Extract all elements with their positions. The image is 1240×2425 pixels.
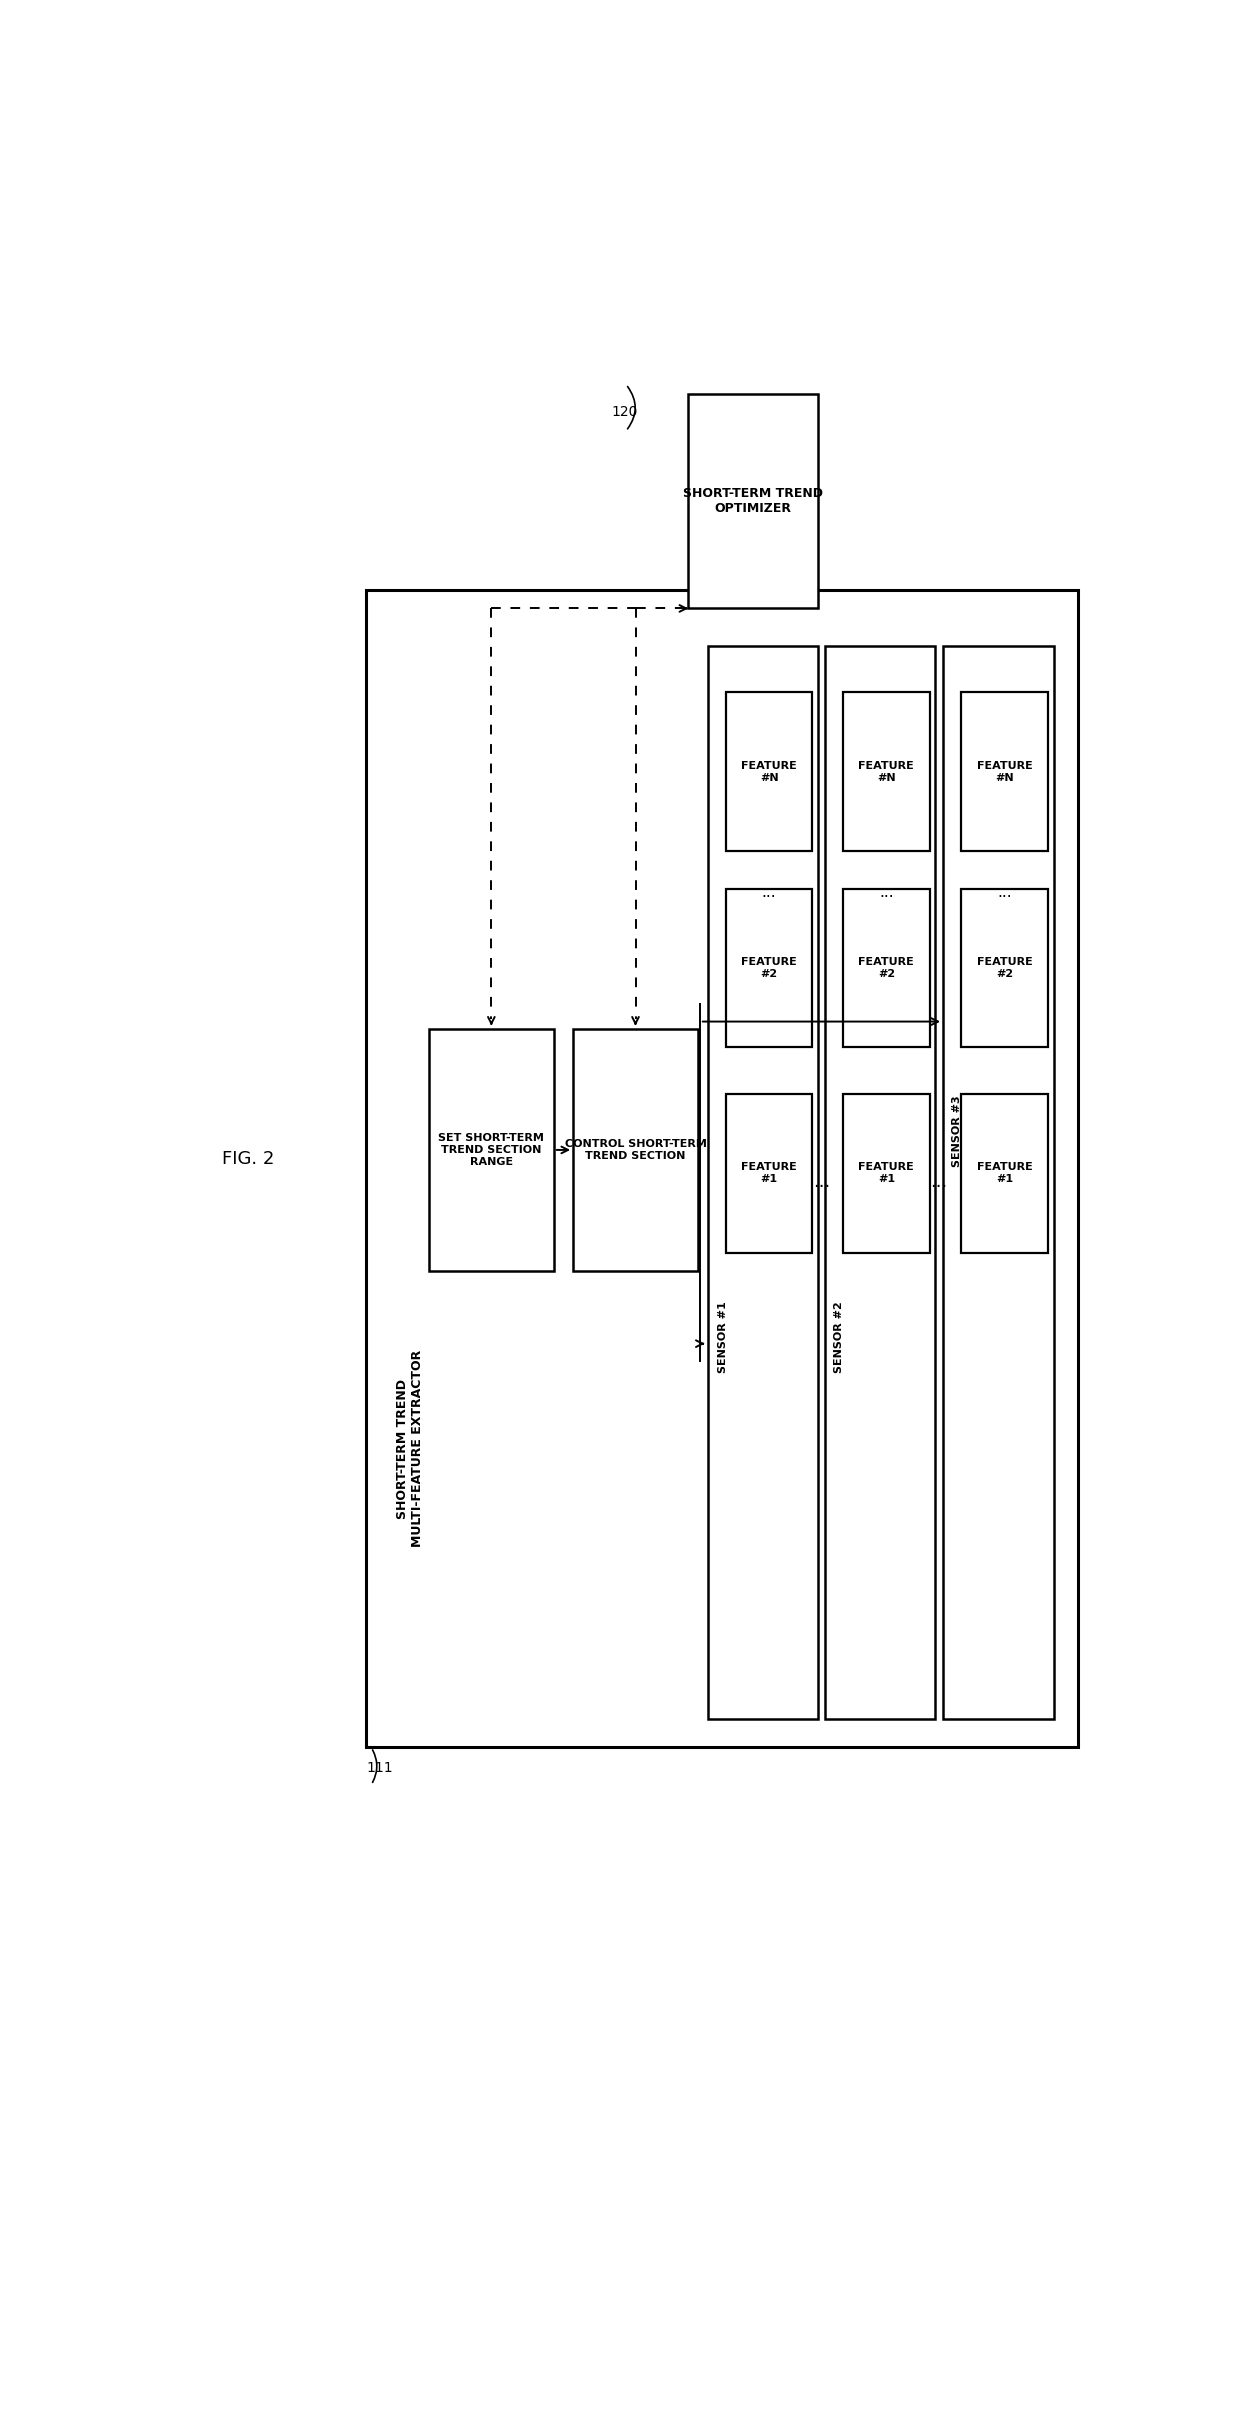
Bar — [688, 393, 818, 609]
Text: ···: ··· — [813, 1179, 831, 1196]
Text: ···: ··· — [930, 1179, 947, 1196]
Text: ···: ··· — [761, 890, 776, 905]
Text: FEATURE
#2: FEATURE #2 — [858, 958, 914, 980]
Bar — [573, 1028, 698, 1271]
Bar — [843, 694, 930, 851]
Bar — [825, 645, 935, 1719]
Text: 120: 120 — [611, 405, 637, 420]
Text: SENSOR #1: SENSOR #1 — [718, 1300, 728, 1373]
Text: FEATURE
#N: FEATURE #N — [742, 761, 797, 783]
Text: SHORT-TERM TREND
OPTIMIZER: SHORT-TERM TREND OPTIMIZER — [683, 487, 823, 514]
Text: FEATURE
#1: FEATURE #1 — [858, 1162, 914, 1183]
Bar — [961, 1094, 1048, 1254]
Bar — [843, 888, 930, 1048]
Bar — [367, 589, 1078, 1748]
Bar — [961, 694, 1048, 851]
Text: FEATURE
#2: FEATURE #2 — [742, 958, 797, 980]
Text: SHORT-TERM TREND
MULTI-FEATURE EXTRACTOR: SHORT-TERM TREND MULTI-FEATURE EXTRACTOR — [396, 1351, 424, 1547]
Text: ···: ··· — [997, 890, 1012, 905]
Bar — [725, 694, 812, 851]
Bar — [725, 1094, 812, 1254]
Bar — [429, 1028, 554, 1271]
Text: ···: ··· — [879, 890, 894, 905]
Text: FEATURE
#2: FEATURE #2 — [977, 958, 1033, 980]
Bar — [942, 645, 1054, 1719]
Text: CONTROL SHORT-TERM
TREND SECTION: CONTROL SHORT-TERM TREND SECTION — [564, 1140, 707, 1162]
Text: 111: 111 — [367, 1761, 393, 1775]
Bar — [725, 888, 812, 1048]
Bar — [708, 645, 818, 1719]
Text: SENSOR #2: SENSOR #2 — [835, 1300, 844, 1373]
Bar — [961, 888, 1048, 1048]
Bar — [843, 1094, 930, 1254]
Text: FEATURE
#N: FEATURE #N — [977, 761, 1033, 783]
Text: FIG. 2: FIG. 2 — [222, 1149, 274, 1169]
Text: FEATURE
#N: FEATURE #N — [858, 761, 914, 783]
Text: FEATURE
#1: FEATURE #1 — [742, 1162, 797, 1183]
Text: SET SHORT-TERM
TREND SECTION
RANGE: SET SHORT-TERM TREND SECTION RANGE — [439, 1132, 544, 1166]
Text: SENSOR #3: SENSOR #3 — [952, 1096, 962, 1166]
Text: FEATURE
#1: FEATURE #1 — [977, 1162, 1033, 1183]
